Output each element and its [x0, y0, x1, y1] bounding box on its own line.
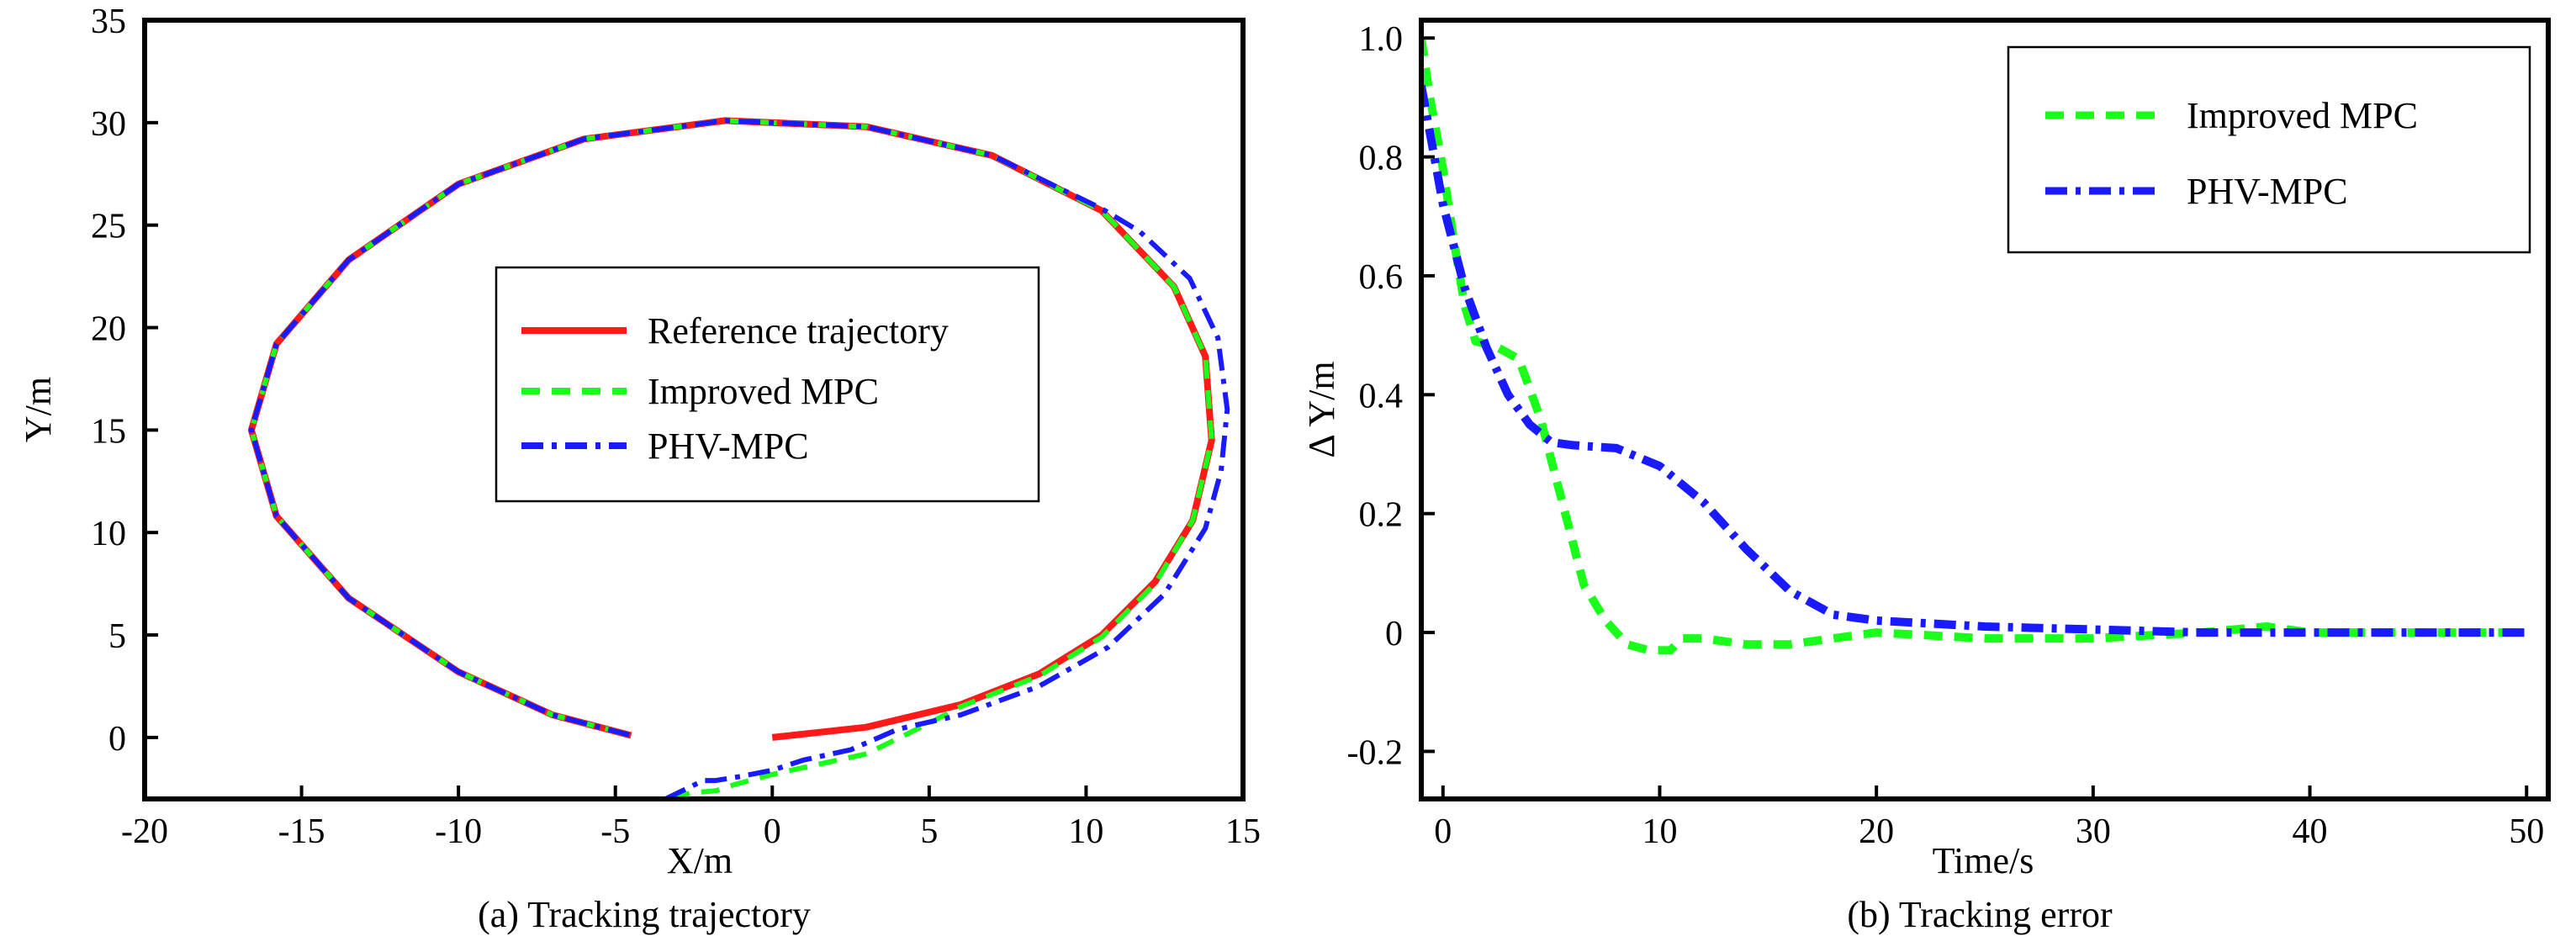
chart-b-xlabel: Time/s	[1933, 840, 2034, 881]
chart-b-series-group	[1421, 37, 2527, 655]
chart-b-legend-box	[2007, 45, 2531, 254]
chart-b-x-ticks: 0 10 20 30 40 50	[1434, 785, 2544, 851]
chart-a-legend-label-reference: Reference trajectory	[648, 310, 949, 352]
chart-b-y-tick-label: 1.0	[1359, 20, 1404, 59]
chart-b-x-tick-label: 10	[1642, 812, 1677, 851]
chart-a-y-tick-label: 20	[91, 310, 126, 349]
chart-a-x-tick-label: -20	[121, 812, 168, 851]
chart-a-x-tick-label: 10	[1068, 812, 1103, 851]
chart-a-y-tick-label: 15	[91, 412, 126, 451]
chart-b-legend-label-improved-mpc: Improved MPC	[2187, 95, 2418, 136]
chart-b-x-tick-label: 50	[2509, 812, 2544, 851]
chart-a-caption: (a) Tracking trajectory	[478, 894, 811, 935]
chart-b-frame	[1419, 18, 2551, 801]
chart-a-x-tick-label: -10	[435, 812, 482, 851]
chart-a-y-tick-label: 5	[108, 617, 126, 656]
chart-b-legend-label-phv-mpc: PHV-MPC	[2187, 171, 2348, 212]
chart-a-series-group	[247, 117, 1230, 799]
chart-a-x-tick-label: -5	[600, 812, 630, 851]
chart-b-y-tick-label: 0.8	[1359, 140, 1404, 178]
chart-b-y-ticks: -0.2 0 0.2 0.4 0.6 0.8 1.0	[1347, 20, 1435, 772]
chart-b-x-tick-label: 30	[2076, 812, 2111, 851]
chart-a-ylabel: Y/m	[18, 377, 59, 442]
chart-b-y-tick-label: 0.4	[1359, 377, 1404, 415]
chart-b-y-tick-label: 0	[1385, 615, 1403, 653]
chart-b-y-tick-label: -0.2	[1347, 733, 1404, 772]
chart-b-ylabel: Δ Y/m	[1301, 361, 1342, 457]
chart-a-legend-label-phv-mpc: PHV-MPC	[648, 426, 809, 467]
chart-a-series-phv-mpc	[248, 118, 1230, 799]
chart-b-x-tick-label: 20	[1859, 812, 1894, 851]
chart-a-y-tick-label: 30	[91, 105, 126, 144]
chart-a-y-tick-label: 35	[91, 3, 126, 41]
chart-b-series-phv-mpc	[1421, 84, 2527, 637]
chart-a-y-tick-label: 25	[91, 208, 126, 246]
chart-b-y-tick-label: 0.2	[1359, 496, 1404, 535]
chart-a-frame	[142, 18, 1246, 801]
chart-a-legend: Reference trajectory Improved MPC PHV-MP…	[495, 266, 1040, 503]
chart-b-x-tick-label: 40	[2293, 812, 2328, 851]
chart-b: 0 10 20 30 40 50 -0.200.20.40.60.81.0 Time/s …	[1301, 18, 2551, 935]
chart-a-y-ticks: 0 5 10 15 20 25 30 35	[91, 3, 158, 759]
chart-a-y-tick-label: 0	[108, 720, 126, 759]
chart-a-legend-label-improved-mpc: Improved MPC	[648, 371, 879, 412]
chart-b-x-tick-label: 0	[1434, 812, 1452, 851]
chart-a-x-ticks: -20 -15 -10 -5 0 5 10 15	[121, 785, 1261, 851]
chart-a-y-tick-label: 10	[91, 515, 126, 553]
chart-b-legend: Improved MPC PHV-MPC	[2007, 45, 2531, 254]
chart-b-series-improved-mpc	[1421, 37, 2527, 655]
chart-a-xlabel: X/m	[667, 840, 733, 881]
chart-b-y-tick-label: 0.6	[1359, 258, 1404, 297]
chart-a-x-tick-label: -15	[278, 812, 325, 851]
chart-a: -20 -15 -10 -5 0 5 10 15 0 5 10 15 20 25 30 35 X/m Y/m…	[18, 3, 1261, 935]
chart-a-legend-box	[495, 266, 1040, 503]
chart-a-x-tick-label: 15	[1225, 812, 1261, 851]
chart-a-x-tick-label: 0	[764, 812, 781, 851]
chart-b-caption: (b) Tracking error	[1847, 894, 2113, 935]
chart-a-x-tick-label: 5	[920, 812, 938, 851]
